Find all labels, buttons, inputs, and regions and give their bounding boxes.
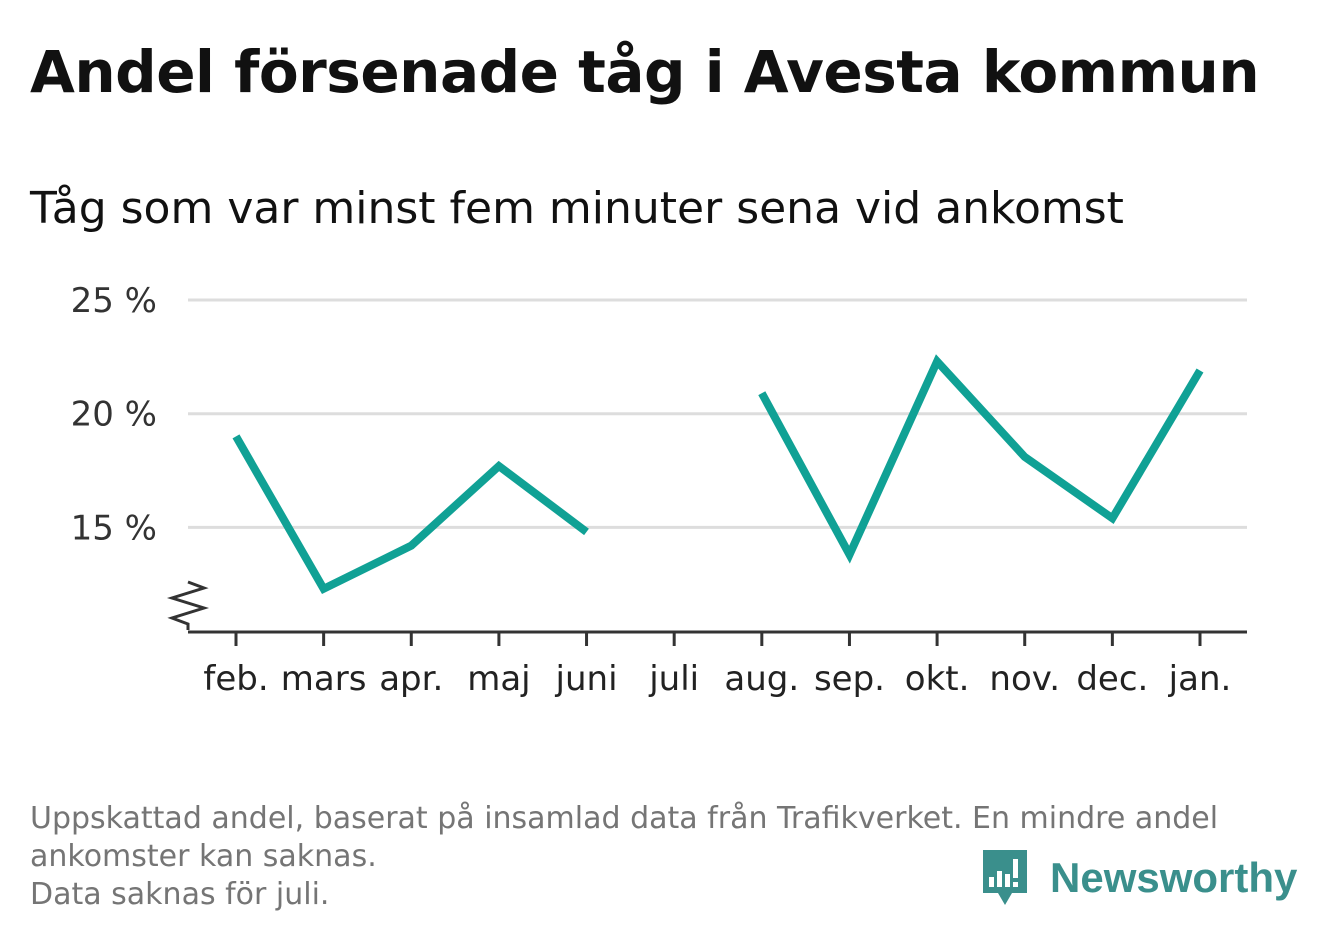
chart-title: Andel försenade tåg i Avesta kommun [30,38,1260,106]
footnote-line: ankomster kan saknas. [30,839,377,874]
footnote: Uppskattad andel, baserat på insamlad da… [30,800,1290,914]
x-axis [166,580,1247,634]
x-tick-label: okt. [905,659,970,699]
footnote-line: Uppskattad andel, baserat på insamlad da… [30,801,1219,836]
x-tick-label: mars [281,659,367,699]
y-axis-ticks: 15 % 20 % 25 % [71,281,157,548]
series-line [232,434,589,595]
series-line [758,354,1204,564]
series-lines [232,354,1204,595]
y-tick-label: 25 % [71,281,157,321]
y-tick-label: 20 % [71,395,157,435]
x-tick-label: nov. [989,659,1060,699]
gridlines [188,298,1247,529]
brand-name: Newsworthy [1050,854,1298,901]
x-tick-label: jan. [1168,659,1232,699]
x-axis-ticks: feb. mars apr. maj juni juli aug. sep. okt. nov. d… [203,632,1231,699]
y-tick-label: 15 % [71,508,157,548]
chart-subtitle: Tåg som var minst fem minuter sena vid a… [30,183,1124,234]
x-tick-label: dec. [1076,659,1148,699]
newsworthy-logo-icon [983,850,1027,905]
x-tick-label: juni [555,659,618,699]
x-tick-label: juli [648,659,699,699]
x-tick-label: sep. [814,659,885,699]
x-tick-label: maj [467,659,530,699]
x-tick-label: feb. [203,659,268,699]
axis-break-symbol [166,580,210,630]
x-tick-label: apr. [379,659,443,699]
brand-logo: Newsworthy [980,848,1297,908]
line-chart: 15 % 20 % 25 % feb. mars apr. maj juni juli aug.… [71,281,1247,699]
x-tick-label: aug. [724,659,799,699]
footnote-line: Data saknas för juli. [30,877,330,912]
